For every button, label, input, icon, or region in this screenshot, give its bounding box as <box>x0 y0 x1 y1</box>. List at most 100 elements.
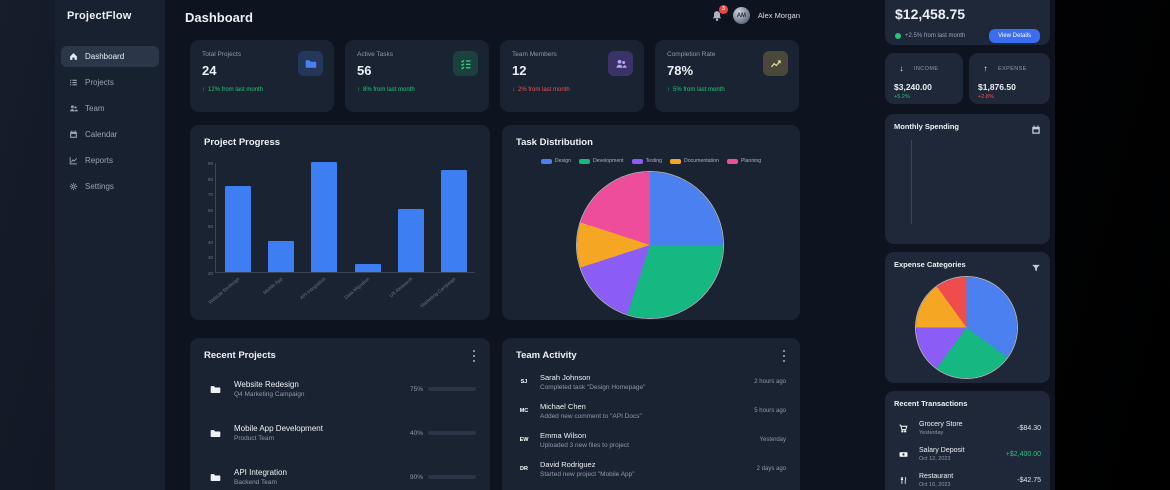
transaction-row[interactable]: Salary Deposit Oct 12, 2023 +$2,400.00 <box>894 443 1041 465</box>
sidebar-item-label: Settings <box>85 182 114 191</box>
legend-item: Documentation <box>670 158 719 164</box>
chart-title: Expense Categories <box>894 260 966 269</box>
project-row[interactable]: Website Redesign Q4 Marketing Campaign 7… <box>204 374 476 404</box>
stat-card-active-tasks: Active Tasks 56 ↑ 8% from last month <box>345 40 489 112</box>
transaction-amount: -$84.30 <box>1017 424 1041 432</box>
sidebar-item-projects[interactable]: Projects <box>61 72 159 93</box>
notification-badge: 3 <box>718 4 728 14</box>
activity-row[interactable]: EW Emma Wilson Uploaded 3 new files to p… <box>516 428 786 452</box>
calendar-icon <box>70 130 77 138</box>
balance-value: $12,458.75 <box>895 6 966 22</box>
activity-name: Sarah Johnson <box>540 373 591 382</box>
project-percent: 75% <box>409 385 423 393</box>
y-axis-tick: 70 <box>207 192 213 198</box>
activity-name: David Rodriguez <box>540 460 596 469</box>
transaction-date: Oct 16, 2023 <box>919 481 951 488</box>
transaction-row[interactable]: Restaurant Oct 16, 2023 -$42.75 <box>894 469 1041 490</box>
sidebar-item-reports[interactable]: Reports <box>61 150 159 171</box>
stat-card-completion-rate: Completion Rate 78% ↑ 5% from last month <box>655 40 799 112</box>
sidebar-item-dashboard[interactable]: Dashboard <box>61 46 159 67</box>
more-options-icon[interactable] <box>780 350 788 362</box>
bar <box>268 240 294 272</box>
legend-item: Design <box>540 158 571 164</box>
filter-icon[interactable] <box>1031 260 1041 272</box>
bar <box>398 209 424 272</box>
income-value: $3,240.00 <box>894 82 932 92</box>
balance-card: $12,458.75 +2.5% from last month View De… <box>885 0 1050 45</box>
stat-value: 24 <box>202 63 217 78</box>
project-folder-icon <box>204 378 226 400</box>
view-details-button[interactable]: View Details <box>989 29 1040 43</box>
pie-legend: Design Development Testing Documentation Pla… <box>502 158 800 164</box>
expense-label: EXPENSE <box>998 65 1027 72</box>
stat-label: Completion Rate <box>667 51 716 58</box>
stat-iconbox <box>453 51 478 76</box>
recent-projects-card: Recent Projects Website Redesign Q4 Mark… <box>190 338 490 490</box>
team-icon <box>70 105 78 112</box>
expense-categories-card: Expense Categories <box>885 252 1050 383</box>
expense-value: $1,876.50 <box>978 82 1016 92</box>
sidebar-item-label: Dashboard <box>85 52 125 61</box>
bar-chart: 20 30 40 50 60 70 80 90 Website Redesign Mobile A… <box>208 161 475 309</box>
sidebar: ProjectFlow Dashboard Projects Team Cale… <box>55 0 165 490</box>
transaction-date: Oct 12, 2023 <box>919 455 951 462</box>
banknote-icon <box>894 445 912 463</box>
transaction-row[interactable]: Grocery Store Yesterday -$84.30 <box>894 417 1041 439</box>
stat-change: ↑ 8% from last month <box>357 87 477 93</box>
stat-change: ↑ 12% from last month <box>202 87 322 93</box>
legend-item: Planning <box>726 158 762 164</box>
sidebar-item-team[interactable]: Team <box>61 98 159 119</box>
activity-description: Added new comment to "API Docs" <box>540 413 642 420</box>
income-change: +5.2% <box>894 94 910 100</box>
chart-title: Task Distribution <box>516 137 593 148</box>
stat-label: Total Projects <box>202 51 242 58</box>
stat-iconbox <box>298 51 323 76</box>
arrow-down-icon: ↓ <box>899 64 904 73</box>
activity-row[interactable]: SJ Sarah Johnson Completed task "Design … <box>516 370 786 394</box>
activity-description: Started new project "Mobile App" <box>540 471 635 478</box>
activity-row[interactable]: MC Michael Chen Added new comment to "AP… <box>516 399 786 423</box>
stat-change: ↑ 5% from last month <box>667 87 787 93</box>
monthly-spending-card: Monthly Spending <box>885 114 1050 244</box>
sidebar-item-settings[interactable]: Settings <box>61 176 159 197</box>
sidebar-nav: Dashboard Projects Team Calendar Reports… <box>55 46 165 197</box>
bar <box>311 162 338 272</box>
transaction-name: Restaurant <box>919 472 954 480</box>
activity-name: Michael Chen <box>540 402 586 411</box>
user-avatar[interactable]: AM <box>732 7 750 24</box>
avatar: DR <box>520 466 528 472</box>
trend-icon <box>770 59 781 67</box>
sidebar-item-calendar[interactable]: Calendar <box>61 124 159 145</box>
project-team: Q4 Marketing Campaign <box>234 391 305 398</box>
y-axis-tick: 50 <box>207 223 213 229</box>
legend-label: Development <box>593 158 624 164</box>
projects-icon <box>70 79 77 86</box>
utensils-icon <box>894 471 912 489</box>
stat-value: 12 <box>512 63 527 78</box>
page-title: Dashboard <box>185 10 253 25</box>
app-window: ProjectFlow Dashboard Projects Team Cale… <box>55 0 1055 490</box>
header-user-area: 3 AM Alex Morgan <box>711 4 800 24</box>
project-row[interactable]: API Integration Backend Team 90% <box>204 462 476 490</box>
project-name: API Integration <box>234 468 287 477</box>
progress-bar <box>428 475 476 479</box>
x-axis-label: Data Migration <box>343 277 371 301</box>
y-axis-tick: 90 <box>207 161 213 166</box>
project-name: Mobile App Development <box>234 424 323 433</box>
legend-label: Planning <box>740 158 762 164</box>
area-chart <box>911 140 1041 224</box>
y-axis-tick: 20 <box>207 271 213 276</box>
activity-row[interactable]: DR David Rodriguez Started new project "… <box>516 457 786 481</box>
reports-icon <box>69 157 77 165</box>
progress-bar <box>428 387 476 391</box>
notifications-button[interactable]: 3 <box>711 4 728 23</box>
bar <box>354 264 381 272</box>
more-options-icon[interactable] <box>470 350 478 362</box>
avatar: EW <box>519 437 529 443</box>
cart-icon <box>894 419 912 437</box>
sidebar-item-label: Projects <box>85 78 114 87</box>
stat-card-team-members: Team Members 12 ↓ 2% from last month <box>500 40 644 112</box>
project-row[interactable]: Mobile App Development Product Team 40% <box>204 418 476 448</box>
user-name: Alex Morgan <box>757 11 800 20</box>
calendar-icon[interactable] <box>1031 122 1041 134</box>
